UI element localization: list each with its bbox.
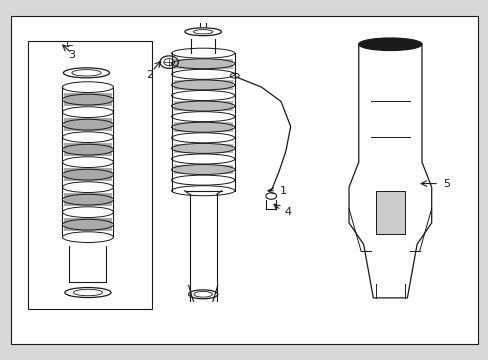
Bar bbox=[173, 144, 232, 153]
Text: 3: 3 bbox=[68, 50, 75, 60]
Bar bbox=[173, 165, 232, 174]
Bar bbox=[64, 93, 112, 106]
Text: 2: 2 bbox=[146, 69, 153, 80]
FancyBboxPatch shape bbox=[11, 16, 477, 344]
Bar bbox=[64, 168, 112, 181]
Bar bbox=[375, 191, 404, 234]
Bar bbox=[64, 193, 112, 206]
PathPatch shape bbox=[348, 44, 431, 298]
Ellipse shape bbox=[358, 38, 421, 50]
FancyBboxPatch shape bbox=[28, 41, 152, 309]
Bar bbox=[173, 80, 232, 90]
Text: 4: 4 bbox=[284, 207, 291, 217]
Bar bbox=[173, 101, 232, 111]
Bar bbox=[64, 143, 112, 156]
Text: 5: 5 bbox=[442, 179, 449, 189]
Text: 1: 1 bbox=[279, 186, 286, 196]
Bar bbox=[64, 118, 112, 131]
Bar bbox=[173, 122, 232, 132]
Bar bbox=[173, 59, 232, 68]
Bar bbox=[64, 219, 112, 231]
